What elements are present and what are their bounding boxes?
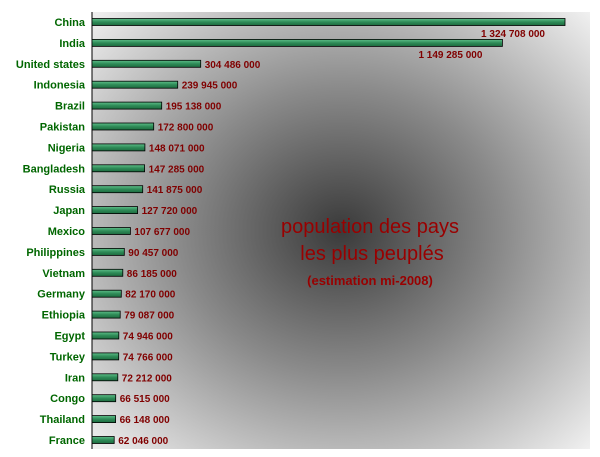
- value-label-united-states: 304 486 000: [205, 60, 261, 71]
- bar-turkey: [91, 352, 120, 361]
- bar-egypt: [91, 331, 120, 340]
- category-label-india: India: [59, 38, 86, 50]
- bar-france: [91, 436, 115, 444]
- bar-pakistan: [91, 122, 155, 131]
- category-label-france: France: [49, 435, 85, 447]
- chart-title: population des pays: [281, 216, 459, 238]
- bar-philippines: [91, 247, 125, 256]
- value-label-germany: 82 170 000: [125, 290, 175, 301]
- value-label-iran: 72 212 000: [122, 373, 172, 384]
- category-label-egypt: Egypt: [54, 331, 85, 343]
- value-label-japan: 127 720 000: [142, 206, 198, 217]
- value-label-mexico: 107 677 000: [134, 227, 190, 238]
- bar-indonesia: [91, 80, 179, 89]
- category-label-russia: Russia: [49, 184, 86, 196]
- category-label-japan: Japan: [53, 205, 85, 217]
- bar-nigeria: [91, 143, 146, 152]
- bar-brazil: [91, 101, 163, 110]
- bar-bangladesh: [91, 164, 145, 173]
- chart-subtitle: (estimation mi-2008): [307, 273, 433, 288]
- value-label-france: 62 046 000: [118, 436, 168, 447]
- value-label-brazil: 195 138 000: [166, 102, 222, 113]
- category-label-thailand: Thailand: [40, 414, 85, 426]
- value-label-thailand: 66 148 000: [120, 415, 170, 426]
- bar-congo: [91, 394, 117, 403]
- bar-united-states: [91, 59, 202, 68]
- value-label-india: 1 149 285 000: [418, 50, 482, 61]
- category-labels: China India United states Indonesia Brazil Pa…: [16, 17, 86, 447]
- category-label-brazil: Brazil: [55, 101, 85, 113]
- category-label-china: China: [54, 17, 85, 29]
- bar-germany: [91, 289, 122, 298]
- value-label-philippines: 90 457 000: [128, 248, 178, 259]
- category-label-bangladesh: Bangladesh: [23, 163, 86, 175]
- chart-title-line2: les plus peuplés: [300, 243, 443, 265]
- value-labels: 1 324 708 000 1 149 285 000 304 486 000 239…: [118, 29, 545, 447]
- bar-iran: [91, 373, 119, 382]
- value-label-russia: 141 875 000: [147, 185, 203, 196]
- value-label-turkey: 74 766 000: [123, 352, 173, 363]
- value-label-congo: 66 515 000: [120, 394, 170, 405]
- bar-russia: [91, 185, 144, 194]
- category-label-vietnam: Vietnam: [42, 268, 85, 280]
- value-label-nigeria: 148 071 000: [149, 143, 205, 154]
- category-label-indonesia: Indonesia: [34, 80, 86, 92]
- value-label-vietnam: 86 185 000: [127, 269, 177, 280]
- bar-china: [91, 18, 566, 26]
- value-label-ethiopia: 79 087 000: [124, 311, 174, 322]
- bar-thailand: [91, 415, 117, 424]
- bar-vietnam: [91, 268, 124, 277]
- bar-ethiopia: [91, 310, 121, 319]
- category-label-mexico: Mexico: [48, 226, 86, 238]
- category-label-nigeria: Nigeria: [48, 142, 86, 154]
- category-label-philippines: Philippines: [26, 247, 85, 259]
- category-label-pakistan: Pakistan: [40, 122, 86, 134]
- value-label-indonesia: 239 945 000: [182, 81, 238, 92]
- bar-japan: [91, 206, 138, 215]
- value-label-egypt: 74 946 000: [123, 332, 173, 343]
- value-label-china: 1 324 708 000: [481, 29, 545, 40]
- category-label-congo: Congo: [50, 393, 85, 405]
- value-label-bangladesh: 147 285 000: [149, 164, 205, 175]
- value-label-pakistan: 172 800 000: [158, 123, 214, 134]
- category-label-united-states: United states: [16, 59, 85, 71]
- bars-layer: [91, 18, 566, 444]
- category-label-germany: Germany: [37, 289, 86, 301]
- category-label-turkey: Turkey: [50, 351, 86, 363]
- category-label-ethiopia: Ethiopia: [42, 310, 86, 322]
- bar-mexico: [91, 227, 131, 235]
- category-label-iran: Iran: [65, 372, 85, 384]
- bar-india: [91, 39, 503, 47]
